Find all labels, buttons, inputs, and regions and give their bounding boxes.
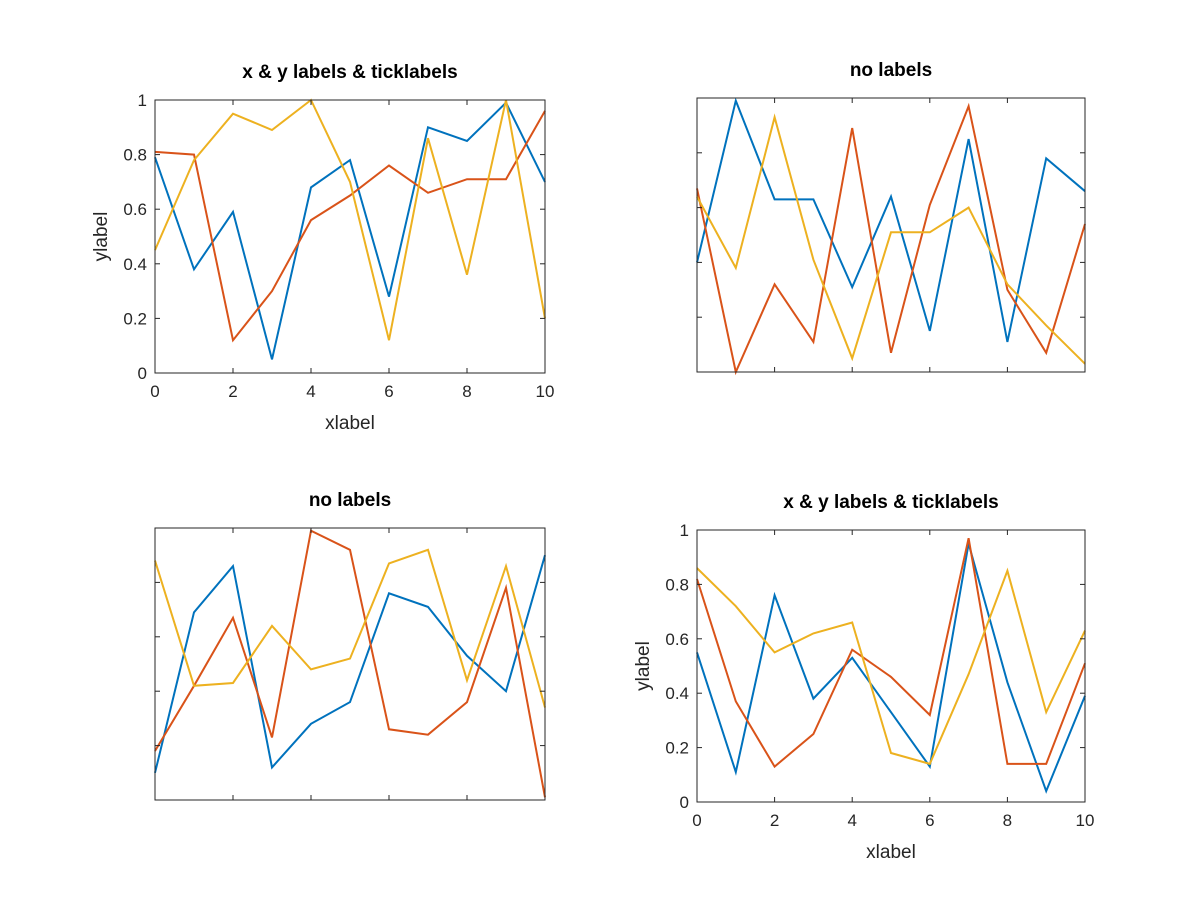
y-tick-label: 0.2: [123, 309, 147, 328]
x-axis-label: xlabel: [325, 413, 375, 434]
series-1-line: [154, 554, 546, 774]
axes-box: [154, 527, 546, 801]
series-2-line: [154, 110, 546, 343]
series-3-line: [154, 548, 546, 708]
x-tick-label: 6: [384, 382, 393, 401]
axes-box: [696, 529, 1086, 803]
y-tick-label: 0: [680, 793, 689, 812]
series-2-line: [154, 529, 546, 798]
subplot-1: 0 2 4 6 8 10 0 0.2 0.4 0.6 0.8 1 x & y labels & tick…: [91, 62, 554, 434]
x-tick-label: 10: [536, 382, 555, 401]
subplot-title: x & y labels & ticklabels: [242, 62, 457, 83]
series-3-line: [696, 567, 1086, 766]
axes-frame: [154, 527, 546, 801]
subplot-2: no labels: [696, 60, 1086, 376]
axes-box: [154, 99, 546, 374]
subplot-title: no labels: [309, 490, 391, 511]
y-axis-label: ylabel: [91, 212, 112, 262]
series-2-line: [696, 102, 1086, 376]
series-3-line: [696, 113, 1086, 365]
subplot-title: no labels: [850, 60, 932, 81]
x-tick-label: 8: [462, 382, 471, 401]
series-3-line: [154, 98, 546, 341]
x-tick-label: 2: [770, 811, 779, 830]
y-tick-label: 0.4: [123, 255, 147, 274]
series-1-line: [696, 543, 1086, 794]
y-tick-label: 1: [680, 521, 689, 540]
subplot-title: x & y labels & ticklabels: [783, 492, 998, 513]
x-tick-label: 4: [306, 382, 315, 401]
axes-frame: [154, 99, 546, 374]
x-axis-label: xlabel: [866, 842, 916, 863]
series-2-line: [696, 537, 1086, 769]
y-tick-label: 0.8: [123, 146, 147, 165]
axes-frame: [696, 97, 1086, 373]
axes-frame: [696, 529, 1086, 803]
x-tick-label: 10: [1076, 811, 1095, 830]
x-tick-label: 0: [692, 811, 701, 830]
y-tick-label: 0.8: [665, 575, 689, 594]
y-tick-label: 0.2: [665, 739, 689, 758]
y-tick-label: 0: [138, 364, 147, 383]
x-tick-label: 0: [150, 382, 159, 401]
y-tick-label: 0.6: [123, 200, 147, 219]
series-1-line: [154, 101, 546, 360]
x-tick-label: 4: [847, 811, 856, 830]
x-tick-label: 6: [925, 811, 934, 830]
y-tick-label: 0.6: [665, 630, 689, 649]
x-tick-label: 2: [228, 382, 237, 401]
x-tick-label: 8: [1003, 811, 1012, 830]
y-axis-label: ylabel: [633, 641, 654, 691]
subplot-3: no labels: [154, 490, 546, 801]
y-tick-label: 0.4: [665, 684, 689, 703]
subplot-4: 0 2 4 6 8 10 0 0.2 0.4 0.6 0.8 1 x & y labels & tick…: [633, 492, 1094, 863]
y-tick-label: 1: [138, 91, 147, 110]
